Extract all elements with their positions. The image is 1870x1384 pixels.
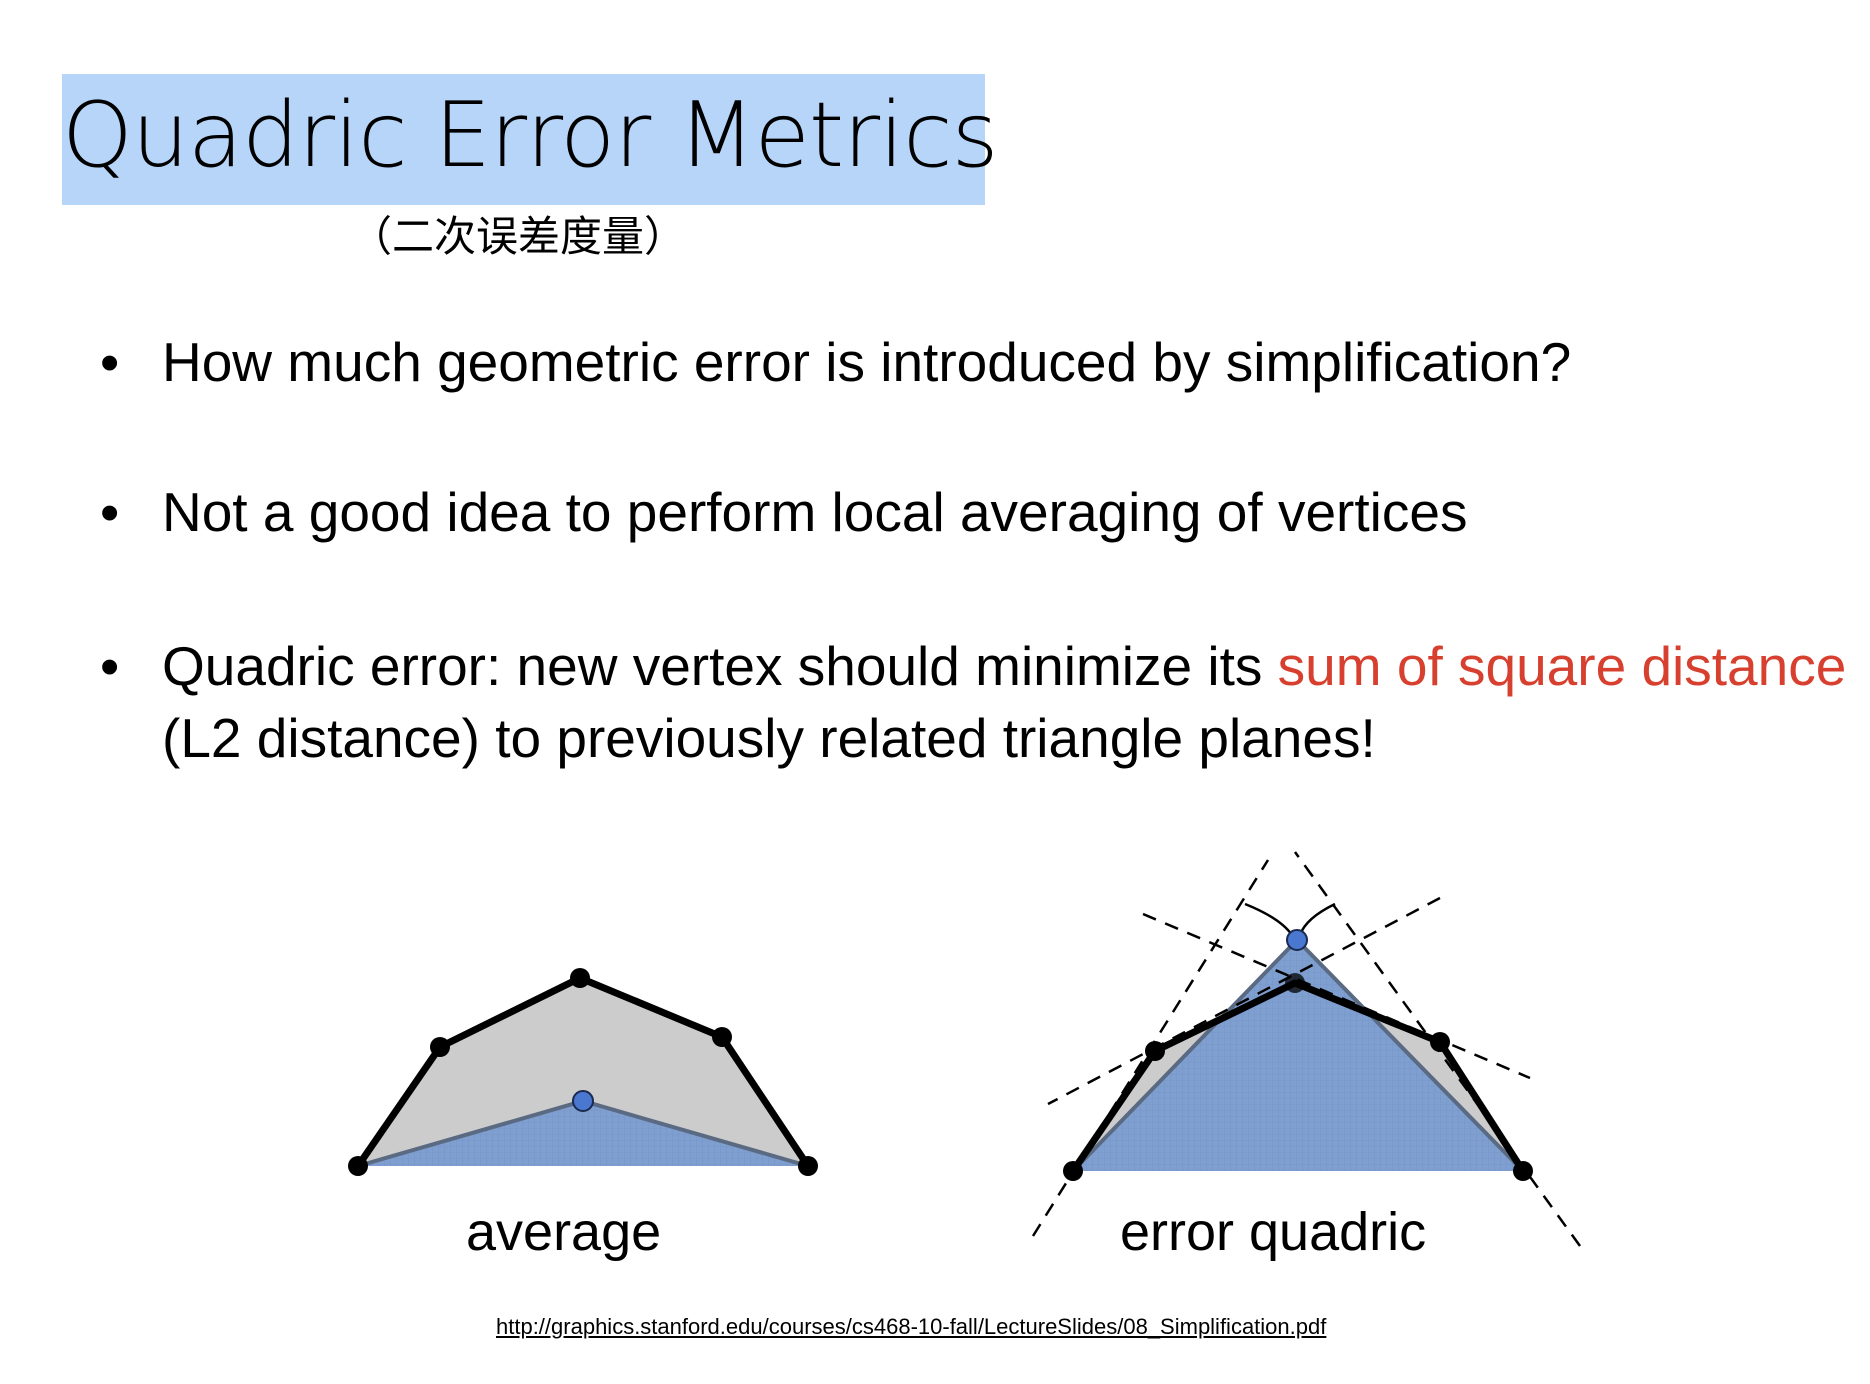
vertex-point [570,968,590,988]
vertex-point [712,1027,732,1047]
error-quadric-caption: error quadric [1120,1202,1427,1262]
error-quadric-figure [1031,851,1582,1247]
slide-subtitle: （二次误差度量） [350,212,687,261]
slide-title: Quadric Error Metrics [62,83,999,188]
title-highlight [62,74,985,205]
intersection-marks [1244,902,1336,936]
bullet-dot: • [100,635,120,697]
bullet-dot: • [100,331,120,393]
vertex-point [430,1037,450,1057]
new-vertex-average [572,1090,594,1112]
average-figure [348,968,818,1176]
bullet-text: How much geometric error is introduced b… [162,331,1572,393]
average-caption: average [466,1202,662,1262]
vertex-point [348,1156,368,1176]
vertex-point [1430,1032,1450,1052]
bullet-text-part: (L2 distance) to previously related tria… [162,707,1376,769]
bullet-text-part: Quadric error: new vertex should minimiz… [162,635,1278,697]
bullet-dot: • [100,481,120,543]
original-mesh-region [358,978,808,1166]
vertex-point [1513,1161,1533,1181]
source-link[interactable]: http://graphics.stanford.edu/courses/cs4… [496,1314,1327,1339]
bullet-text: Quadric error: new vertex should minimiz… [162,630,1862,774]
vertex-point [798,1156,818,1176]
vertex-point [1145,1041,1165,1061]
highlighted-phrase: sum of square distance [1277,635,1847,697]
vertex-point [1063,1161,1083,1181]
vertex-point [1285,973,1305,993]
new-vertex-quadric [1286,929,1308,951]
bullet-text: Not a good idea to perform local averagi… [162,481,1468,543]
